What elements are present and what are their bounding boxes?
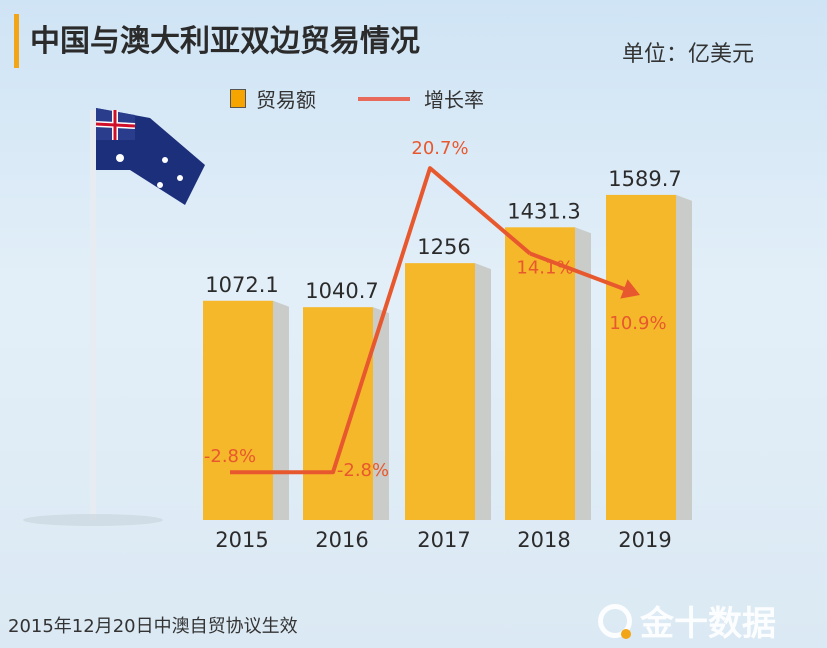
bar-side bbox=[475, 263, 491, 520]
bar-value-label: 1040.7 bbox=[305, 279, 378, 303]
bar-value-label: 1072.1 bbox=[205, 273, 278, 297]
bar-value-label: 1589.7 bbox=[608, 167, 681, 191]
growth-rate-label: 20.7% bbox=[411, 138, 468, 159]
title-accent-bar bbox=[14, 14, 19, 68]
bar bbox=[303, 307, 373, 520]
x-tick-label: 2017 bbox=[417, 528, 470, 552]
arrow-head bbox=[620, 279, 640, 299]
legend-bar-swatch bbox=[230, 89, 246, 108]
legend: 贸易额 增长率 bbox=[230, 84, 484, 113]
bar bbox=[405, 263, 475, 520]
growth-rate-label: 14.1% bbox=[516, 258, 573, 279]
x-tick-label: 2019 bbox=[618, 528, 671, 552]
growth-line bbox=[230, 166, 532, 475]
x-tick-label: 2018 bbox=[517, 528, 570, 552]
legend-line-swatch bbox=[358, 96, 410, 101]
bar-side bbox=[373, 307, 389, 520]
australia-flag-image bbox=[23, 108, 205, 526]
growth-rate-label: 10.9% bbox=[609, 313, 666, 334]
logo-icon bbox=[598, 603, 632, 639]
bar-value-label: 1256 bbox=[417, 235, 470, 259]
logo-text: 金十数据 bbox=[640, 604, 776, 644]
bar-side bbox=[676, 194, 692, 520]
bar bbox=[606, 194, 676, 520]
growth-rate-label: -2.8% bbox=[204, 446, 256, 467]
logo: 金十数据 bbox=[598, 596, 776, 645]
bar bbox=[203, 300, 273, 520]
growth-rate-label: -2.8% bbox=[337, 460, 389, 481]
growth-line-segment bbox=[529, 251, 628, 292]
legend-line-label: 增长率 bbox=[424, 88, 484, 112]
x-tick-label: 2016 bbox=[315, 528, 368, 552]
bar-value-label: 1431.3 bbox=[507, 199, 580, 223]
footer-note: 2015年12月20日中澳自贸协议生效 bbox=[8, 616, 298, 637]
chart-title: 中国与澳大利亚双边贸易情况 bbox=[30, 24, 420, 59]
bar-side bbox=[273, 300, 289, 520]
bar-side bbox=[575, 227, 591, 521]
legend-bar-label: 贸易额 bbox=[256, 88, 316, 112]
unit-label: 单位：亿美元 bbox=[622, 42, 755, 67]
bar bbox=[505, 227, 575, 521]
x-tick-label: 2015 bbox=[215, 528, 268, 552]
